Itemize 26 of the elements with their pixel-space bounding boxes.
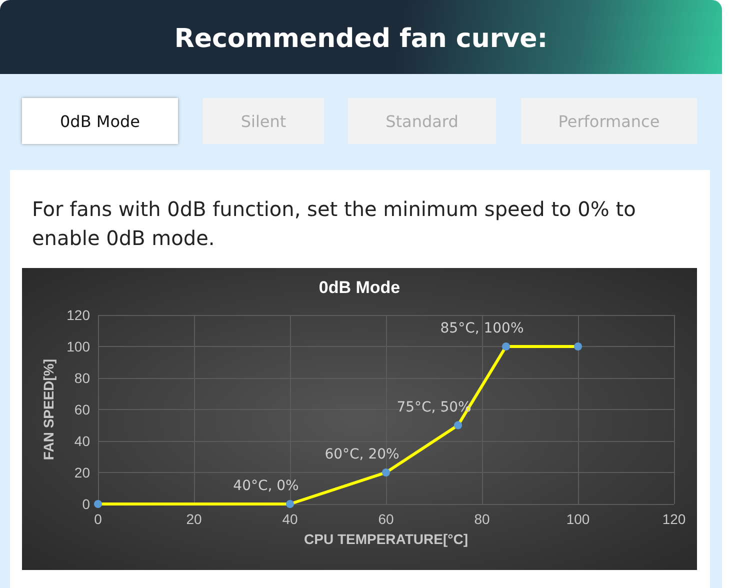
text: 0dB Mode — [22, 98, 178, 144]
x-tick-label: 40 — [282, 511, 298, 527]
text: Silent — [203, 98, 324, 144]
y-tick-label: 60 — [74, 402, 90, 418]
x-axis-title: CPU TEMPERATURE[°C] — [304, 531, 468, 547]
text: Performance — [521, 98, 697, 144]
text: Standard — [348, 98, 496, 144]
x-tick-label: 80 — [474, 511, 490, 527]
data-label: 40°C, 0% — [233, 478, 299, 494]
y-tick-label: 20 — [74, 464, 90, 480]
y-axis-title: FAN SPEED[%] — [40, 358, 57, 460]
text: Recommended fan curve: — [0, 0, 722, 74]
y-tick-label: 120 — [66, 307, 90, 323]
x-tick-label: 100 — [566, 511, 590, 527]
y-tick-label: 80 — [74, 370, 90, 386]
x-tick-label: 120 — [662, 511, 686, 527]
x-tick-label: 0 — [94, 511, 102, 527]
text: For fans with 0dB function, set the minimum speed to 0% to enable 0dB mode. — [32, 196, 637, 252]
x-tick-label: 60 — [378, 511, 394, 527]
data-label: 60°C, 20% — [324, 446, 400, 462]
y-tick-label: 40 — [74, 433, 90, 449]
x-tick-label: 20 — [186, 511, 202, 527]
y-tick-label: 100 — [66, 338, 90, 354]
y-tick-label: 0 — [82, 496, 90, 512]
data-label: 85°C, 100% — [440, 320, 524, 336]
chart-title: 0dB Mode — [318, 278, 400, 297]
